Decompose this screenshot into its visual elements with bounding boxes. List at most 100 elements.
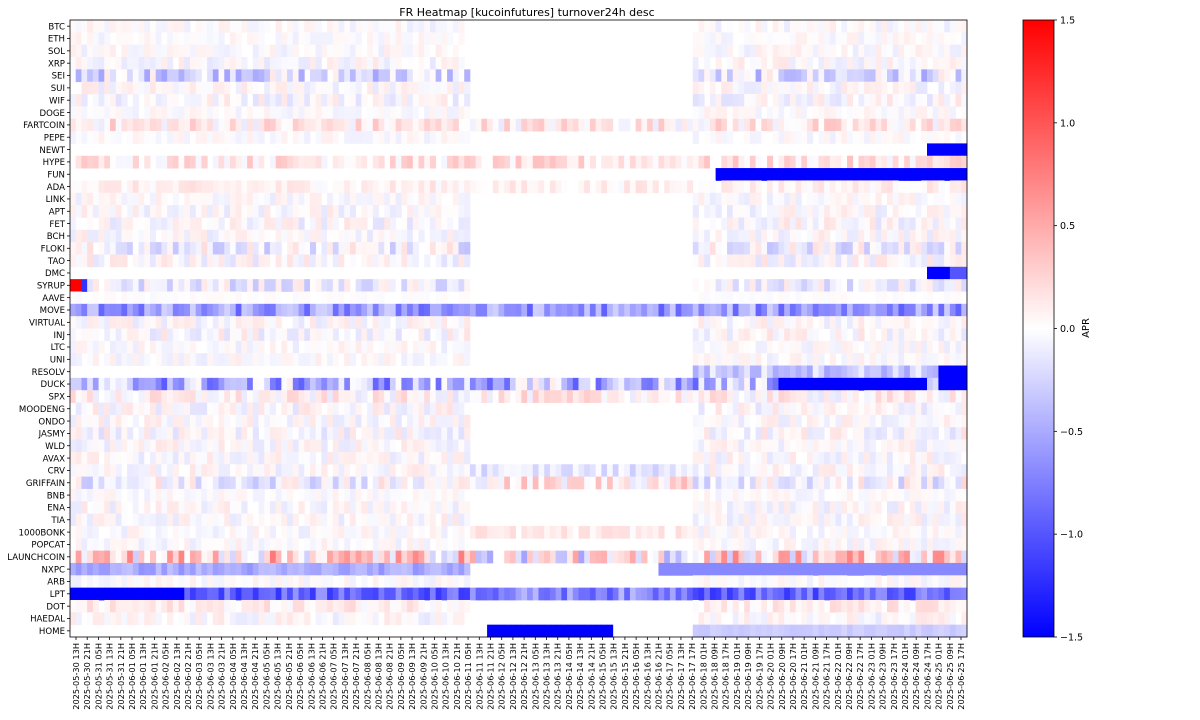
heatmap-cell bbox=[841, 131, 848, 144]
heatmap-cell bbox=[915, 229, 922, 243]
heatmap-cell bbox=[389, 57, 397, 70]
heatmap-cell bbox=[241, 217, 248, 231]
heatmap-cell bbox=[629, 303, 637, 317]
heatmap-cell bbox=[961, 106, 968, 120]
heatmap-cell bbox=[224, 229, 231, 243]
heatmap-cell bbox=[269, 328, 277, 342]
heatmap-cell bbox=[909, 279, 916, 292]
heatmap-cell bbox=[618, 118, 625, 132]
heatmap-cell bbox=[401, 217, 408, 231]
heatmap-cell bbox=[441, 550, 448, 564]
heatmap-cell bbox=[212, 217, 219, 231]
heatmap-cell bbox=[435, 464, 442, 477]
heatmap-cell bbox=[264, 217, 271, 231]
heatmap-cell bbox=[315, 81, 322, 95]
heatmap-cell bbox=[555, 390, 562, 403]
heatmap-cell bbox=[721, 328, 728, 342]
heatmap-cell bbox=[864, 242, 871, 255]
heatmap-cell bbox=[327, 254, 334, 268]
heatmap-cell bbox=[389, 118, 397, 132]
heatmap-cell bbox=[384, 402, 391, 416]
heatmap-cell bbox=[184, 451, 191, 465]
heatmap-cell bbox=[801, 439, 808, 453]
heatmap-cell bbox=[338, 254, 345, 268]
heatmap-cell bbox=[727, 525, 734, 539]
heatmap-cell bbox=[949, 390, 956, 403]
heatmap-cell bbox=[235, 44, 242, 58]
heatmap-cell bbox=[207, 353, 214, 366]
heatmap-cell bbox=[607, 155, 614, 169]
heatmap-cell bbox=[378, 291, 385, 305]
heatmap-cell bbox=[184, 20, 191, 33]
heatmap-cell bbox=[195, 155, 202, 169]
heatmap-cell bbox=[355, 118, 362, 132]
heatmap-cell bbox=[749, 464, 756, 477]
heatmap-cell bbox=[178, 69, 185, 83]
heatmap-cell bbox=[407, 427, 414, 440]
heatmap-cell bbox=[641, 180, 648, 194]
heatmap-cell bbox=[138, 451, 145, 465]
heatmap-cell bbox=[189, 328, 197, 342]
heatmap-cell bbox=[875, 279, 882, 292]
heatmap-cell bbox=[932, 476, 939, 490]
heatmap-cell bbox=[304, 538, 311, 552]
heatmap-cell bbox=[881, 44, 888, 58]
heatmap-cell bbox=[909, 291, 916, 305]
heatmap-cell bbox=[338, 180, 345, 194]
heatmap-cell bbox=[915, 57, 922, 70]
heatmap-cell bbox=[767, 525, 774, 539]
heatmap-cell bbox=[909, 390, 916, 403]
heatmap-cell bbox=[349, 254, 357, 268]
heatmap-cell bbox=[104, 44, 111, 58]
heatmap-cell bbox=[938, 303, 945, 317]
heatmap-cell bbox=[795, 303, 802, 317]
heatmap-cell bbox=[338, 451, 345, 465]
heatmap-cell bbox=[715, 57, 722, 70]
heatmap-cell bbox=[401, 550, 408, 564]
heatmap-cell bbox=[407, 562, 414, 576]
heatmap-cell bbox=[629, 464, 637, 477]
heatmap-cell bbox=[155, 316, 162, 329]
heatmap-cell bbox=[355, 155, 362, 169]
heatmap-cell bbox=[812, 118, 819, 132]
heatmap-cell bbox=[852, 451, 859, 465]
heatmap-cell bbox=[727, 353, 734, 366]
heatmap-cell bbox=[109, 525, 117, 539]
heatmap-cell bbox=[229, 69, 237, 83]
heatmap-cell bbox=[229, 106, 237, 120]
heatmap-cell bbox=[252, 402, 259, 416]
heatmap-cell bbox=[549, 390, 557, 403]
heatmap-cell bbox=[801, 217, 808, 231]
heatmap-cell bbox=[292, 180, 299, 194]
heatmap-cell bbox=[744, 254, 751, 268]
heatmap-cell bbox=[572, 476, 579, 490]
heatmap-cell bbox=[144, 316, 151, 329]
heatmap-cell bbox=[927, 168, 934, 181]
heatmap-cell bbox=[658, 377, 665, 391]
heatmap-cell bbox=[70, 340, 77, 354]
heatmap-cell bbox=[144, 303, 151, 317]
heatmap-cell bbox=[538, 550, 545, 564]
heatmap-cell bbox=[927, 69, 934, 83]
heatmap-cell bbox=[864, 353, 871, 366]
heatmap-cell bbox=[321, 217, 328, 231]
heatmap-cell bbox=[944, 217, 951, 231]
heatmap-cell bbox=[281, 32, 288, 46]
heatmap-cell bbox=[949, 377, 956, 391]
heatmap-cell bbox=[772, 439, 779, 453]
heatmap-cell bbox=[429, 192, 437, 206]
heatmap-cell bbox=[218, 94, 225, 107]
heatmap-cell bbox=[807, 20, 814, 33]
heatmap-cell bbox=[847, 316, 854, 329]
heatmap-cell bbox=[869, 32, 876, 46]
heatmap-cell bbox=[864, 106, 871, 120]
heatmap-cell bbox=[172, 242, 179, 255]
heatmap-cell bbox=[344, 81, 351, 95]
heatmap-cell bbox=[738, 562, 745, 576]
heatmap-cell bbox=[104, 451, 111, 465]
heatmap-cell bbox=[801, 279, 808, 292]
heatmap-cell bbox=[858, 155, 865, 169]
heatmap-cell bbox=[355, 340, 362, 354]
heatmap-cell bbox=[161, 316, 168, 329]
heatmap-cell bbox=[532, 118, 539, 132]
